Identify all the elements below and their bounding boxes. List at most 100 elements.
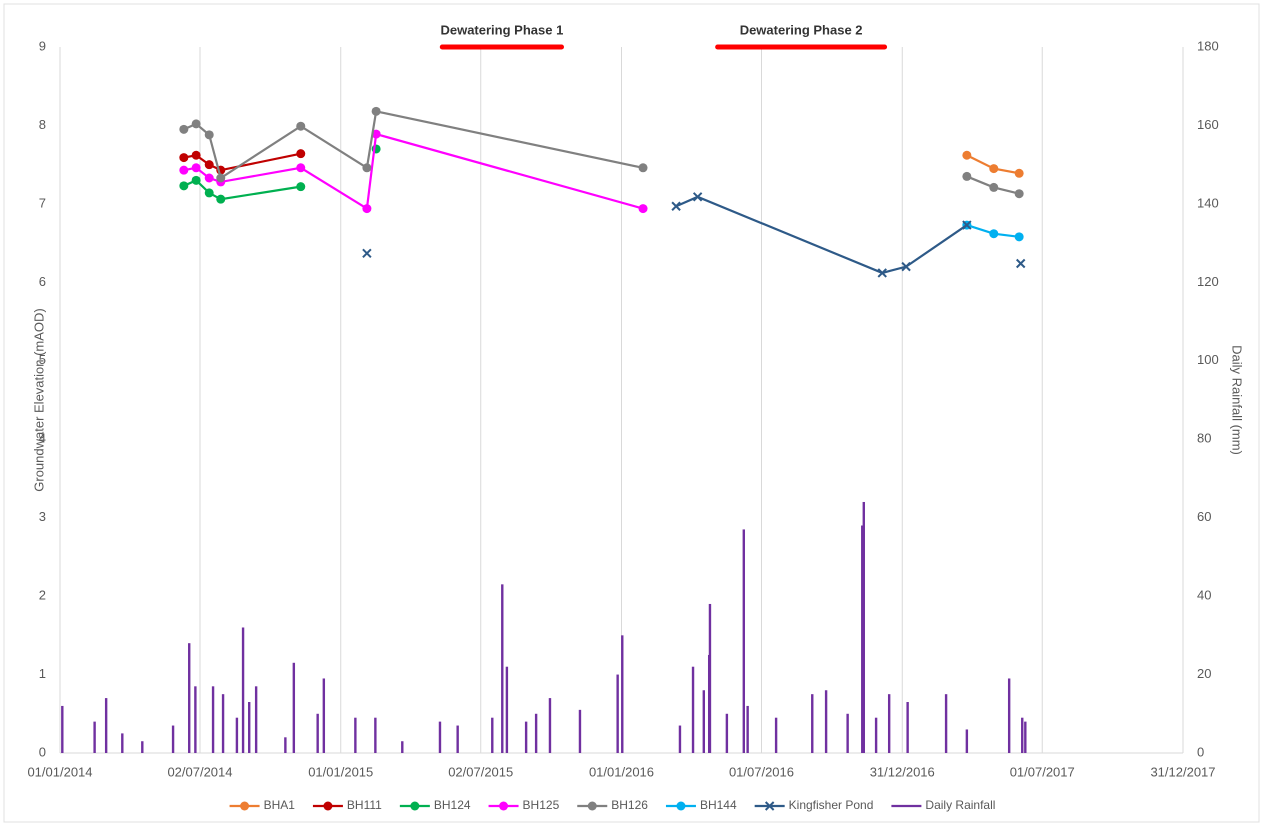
rain-bar <box>354 717 357 753</box>
point <box>638 204 648 214</box>
rain-bar <box>104 698 108 753</box>
legend-label: BH126 <box>611 798 648 812</box>
series-line <box>676 197 1021 273</box>
x-tick-label: 01/07/2017 <box>1010 764 1075 779</box>
y-tick-label: 9 <box>39 38 46 53</box>
y2-tick-label: 60 <box>1197 509 1211 524</box>
rain-bar <box>61 705 64 753</box>
y-tick-label: 6 <box>39 274 46 289</box>
point <box>216 173 226 183</box>
legend: BHA1 BH111 BH124 BH125 BH126 BH144 Kingfisher … <box>229 798 995 812</box>
x-tick-label: 01/01/2014 <box>27 764 92 779</box>
legend-label: BH144 <box>700 798 737 812</box>
point <box>191 119 201 129</box>
rain-bar <box>534 713 538 753</box>
x-tick-label: 01/07/2016 <box>729 764 794 779</box>
point <box>179 124 189 134</box>
y-tick-label: 2 <box>39 588 46 603</box>
annotation: Dewatering Phase 1 <box>440 22 563 37</box>
chart-frame <box>3 3 1260 823</box>
point <box>989 229 999 239</box>
point <box>296 149 306 159</box>
legend-label: Kingfisher Pond <box>789 798 874 812</box>
y2-tick-label: 40 <box>1197 588 1211 603</box>
y-tick-label: 4 <box>39 431 46 446</box>
x-tick-label: 01/01/2015 <box>308 764 373 779</box>
x-tick-label: 31/12/2017 <box>1150 764 1215 779</box>
point <box>962 171 972 181</box>
y-tick-label: 1 <box>39 666 46 681</box>
point <box>638 163 648 173</box>
rain-bar <box>824 690 828 753</box>
rain-bar <box>505 666 509 753</box>
y-tick-label: 8 <box>39 117 46 132</box>
rain-bar <box>846 713 849 753</box>
rain-bar <box>811 694 814 753</box>
point <box>962 220 972 230</box>
rain-bar <box>944 694 948 753</box>
y2-tick-label: 100 <box>1197 352 1219 367</box>
point <box>1014 232 1024 242</box>
point <box>204 160 214 170</box>
rain-bar <box>188 643 191 753</box>
point <box>1014 168 1024 178</box>
point <box>362 248 372 259</box>
y2-axis-title: Daily Rainfall (mm) <box>1230 345 1245 455</box>
rain-bar <box>211 686 215 753</box>
rain-bar <box>524 721 528 753</box>
legend-label: BH125 <box>523 798 560 812</box>
legend-marker <box>240 801 250 811</box>
rain-bar <box>874 717 878 753</box>
point <box>296 182 306 192</box>
point <box>216 194 226 204</box>
rain-bar <box>965 729 969 753</box>
x-tick-label: 31/12/2016 <box>870 764 935 779</box>
rain-bar <box>862 501 865 753</box>
point <box>179 153 189 163</box>
legend-label: BH111 <box>347 798 382 812</box>
rain-bar <box>141 741 144 753</box>
rain-bar <box>248 702 251 753</box>
rain-bar <box>742 529 745 753</box>
point <box>1015 258 1026 269</box>
rain-bar <box>374 717 377 753</box>
y2-tick-label: 80 <box>1197 431 1211 446</box>
point <box>371 106 381 116</box>
rain-bar <box>616 674 619 753</box>
point <box>671 201 681 211</box>
y-axis-title: Groundwater Elevation (mAOD) <box>31 308 46 492</box>
point <box>204 188 214 198</box>
y2-tick-label: 180 <box>1197 38 1219 53</box>
legend-marker <box>499 801 509 811</box>
legend-marker <box>323 801 333 811</box>
rain-bar <box>171 725 175 753</box>
rain-bar <box>621 635 624 753</box>
point <box>962 150 972 160</box>
series-line <box>183 132 644 211</box>
point <box>989 182 999 192</box>
rain-bar <box>906 702 909 753</box>
y2-tick-label: 120 <box>1197 274 1219 289</box>
series-line <box>183 152 301 172</box>
y-tick-label: 7 <box>39 195 46 210</box>
rain-bar <box>725 713 729 753</box>
rain-bar <box>678 725 682 753</box>
rain-bar <box>1007 678 1011 753</box>
rain-bar <box>702 690 706 753</box>
point <box>877 268 887 278</box>
point <box>191 150 201 160</box>
point <box>901 261 911 272</box>
y2-tick-label: 140 <box>1197 195 1219 210</box>
rain-bar <box>456 725 459 753</box>
rain-bar <box>691 666 695 753</box>
rain-bar <box>241 627 245 753</box>
y2-tick-label: 0 <box>1197 744 1204 759</box>
legend-marker <box>676 801 686 811</box>
rain-bar <box>438 721 442 753</box>
rain-bar <box>746 705 749 753</box>
rain-bar <box>1024 721 1027 753</box>
point <box>1014 189 1024 199</box>
rain-bar <box>1021 717 1024 753</box>
